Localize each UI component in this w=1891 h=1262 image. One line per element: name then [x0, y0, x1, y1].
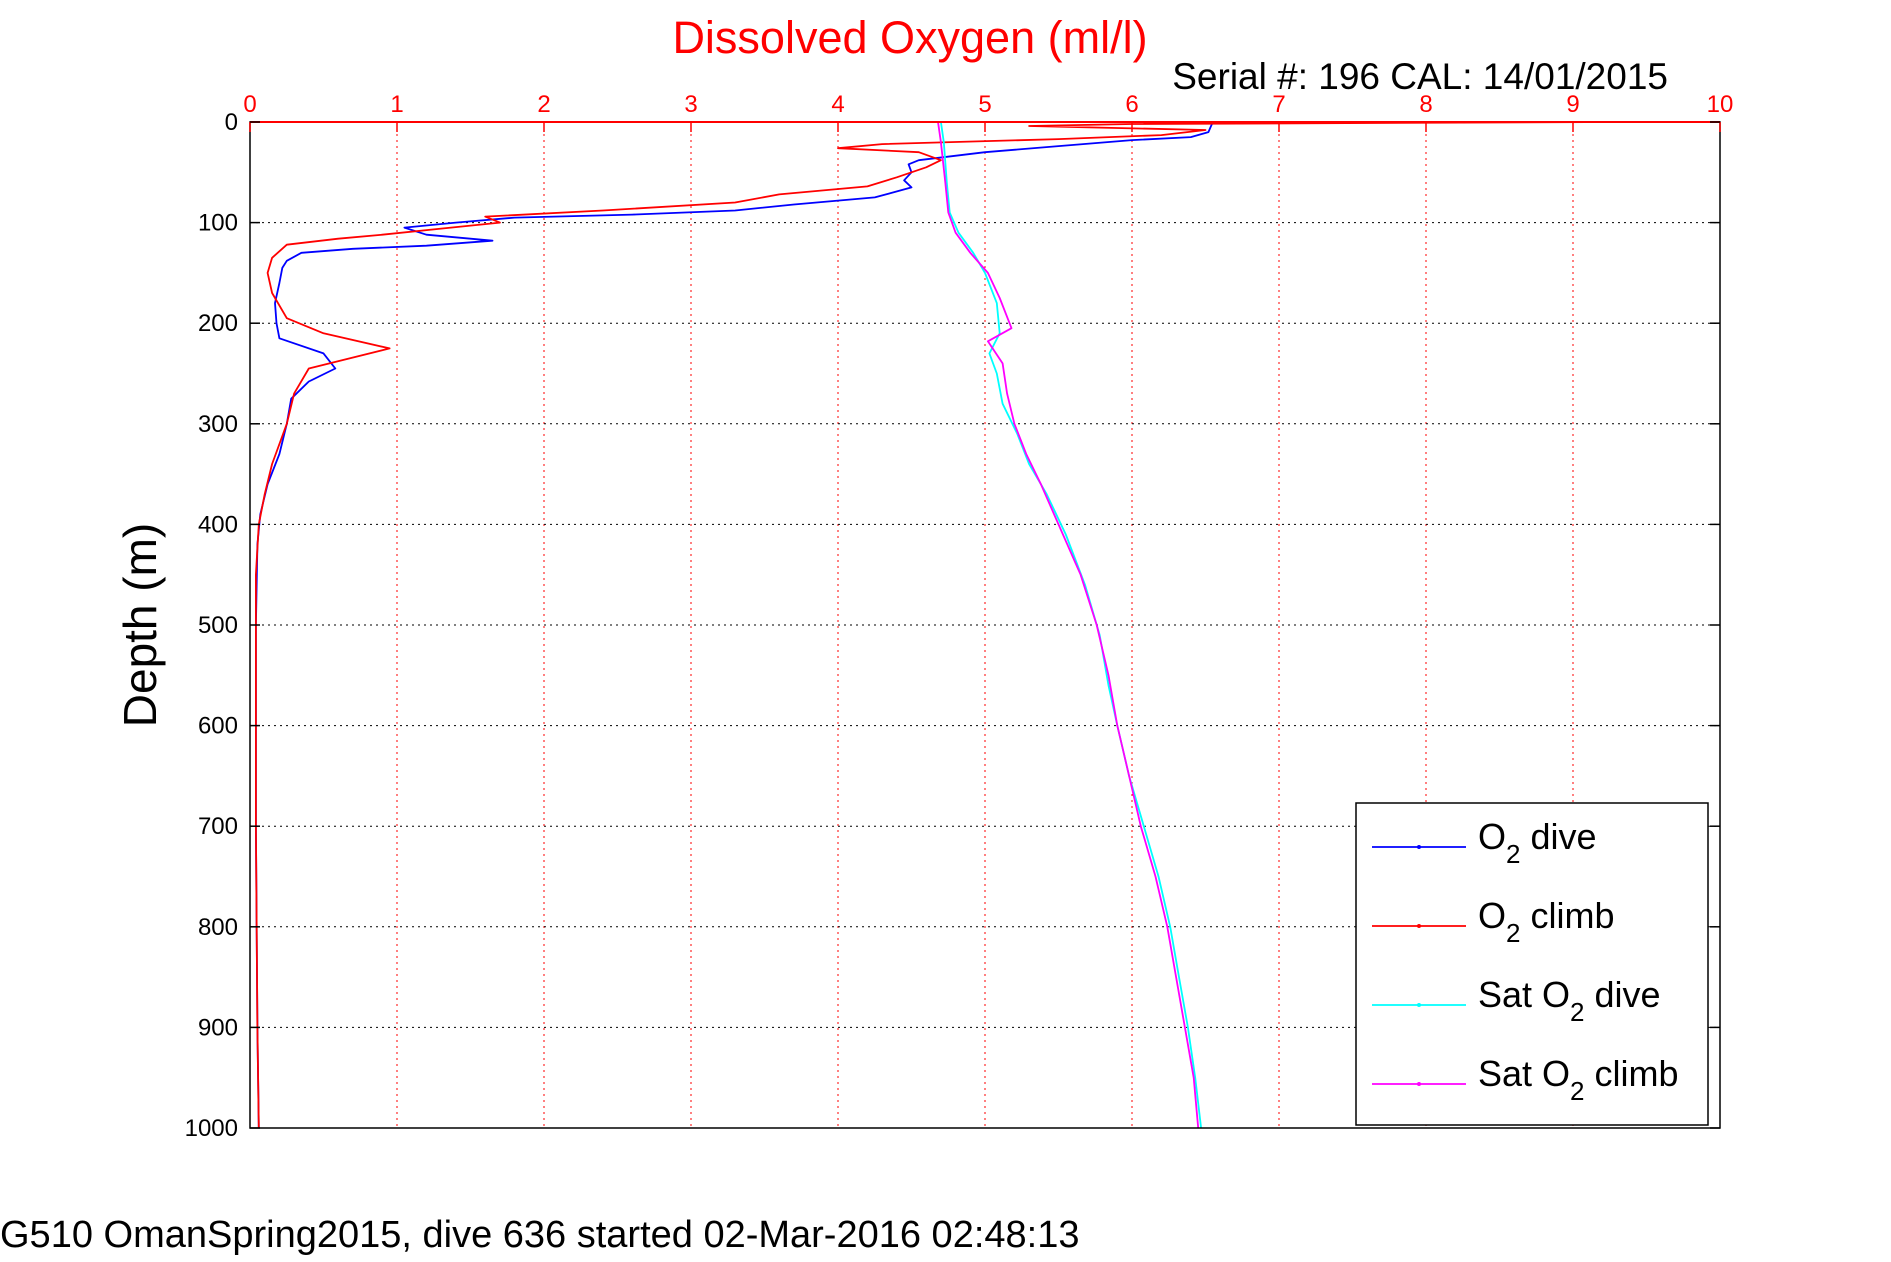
y-axis-ticks: 0 100 200 300 400 500 600 700 800 900 1000	[185, 109, 1720, 1142]
y-tick-label: 0	[225, 109, 238, 136]
legend-marker	[1417, 845, 1421, 849]
legend-marker	[1417, 924, 1421, 928]
chart-title: Dissolved Oxygen (ml/l)	[672, 12, 1147, 63]
y-tick-label: 800	[198, 914, 238, 941]
legend-label: Sat O2 climb	[1478, 1053, 1679, 1106]
x-tick-label: 7	[1272, 91, 1285, 118]
y-axis-label: Depth (m)	[114, 523, 166, 727]
x-tick-label: 8	[1419, 91, 1432, 118]
x-tick-label: 5	[978, 91, 991, 118]
y-tick-label: 300	[198, 411, 238, 438]
footer-caption: G510 OmanSpring2015, dive 636 started 02…	[0, 1214, 1079, 1256]
y-tick-label: 1000	[185, 1115, 238, 1142]
y-tick-label: 100	[198, 210, 238, 237]
legend-label: Sat O2 dive	[1478, 974, 1661, 1027]
x-tick-label: 0	[243, 91, 256, 118]
x-tick-label: 1	[390, 91, 403, 118]
series-line-o2_climb	[254, 121, 1618, 1129]
legend-label: O2 climb	[1478, 895, 1615, 948]
y-tick-label: 900	[198, 1014, 238, 1041]
series-line-sat_climb	[937, 121, 1200, 1129]
y-tick-label: 600	[198, 713, 238, 740]
legend-box	[1355, 802, 1709, 1126]
data-series	[254, 121, 1618, 1129]
y-tick-label: 700	[198, 813, 238, 840]
x-tick-label: 9	[1566, 91, 1579, 118]
x-axis-ticks: 0 1 2 3 4 5 6 7 8 9 10	[243, 91, 1733, 132]
x-tick-label: 10	[1707, 91, 1734, 118]
x-tick-label: 6	[1125, 91, 1138, 118]
legend-label: O2 dive	[1478, 816, 1597, 869]
legend: O2 dive O2 climb Sat O2 dive Sat O2 climb	[1355, 802, 1709, 1126]
y-tick-label: 400	[198, 511, 238, 538]
legend-marker	[1417, 1082, 1421, 1086]
y-tick-label: 200	[198, 310, 238, 337]
x-tick-label: 2	[537, 91, 550, 118]
legend-marker	[1417, 1003, 1421, 1007]
y-tick-label: 500	[198, 612, 238, 639]
x-tick-label: 4	[831, 91, 844, 118]
x-tick-label: 3	[684, 91, 697, 118]
chart-subtitle: Serial #: 196 CAL: 14/01/2015	[1172, 56, 1668, 97]
series-line-o2_dive	[254, 121, 1214, 1129]
